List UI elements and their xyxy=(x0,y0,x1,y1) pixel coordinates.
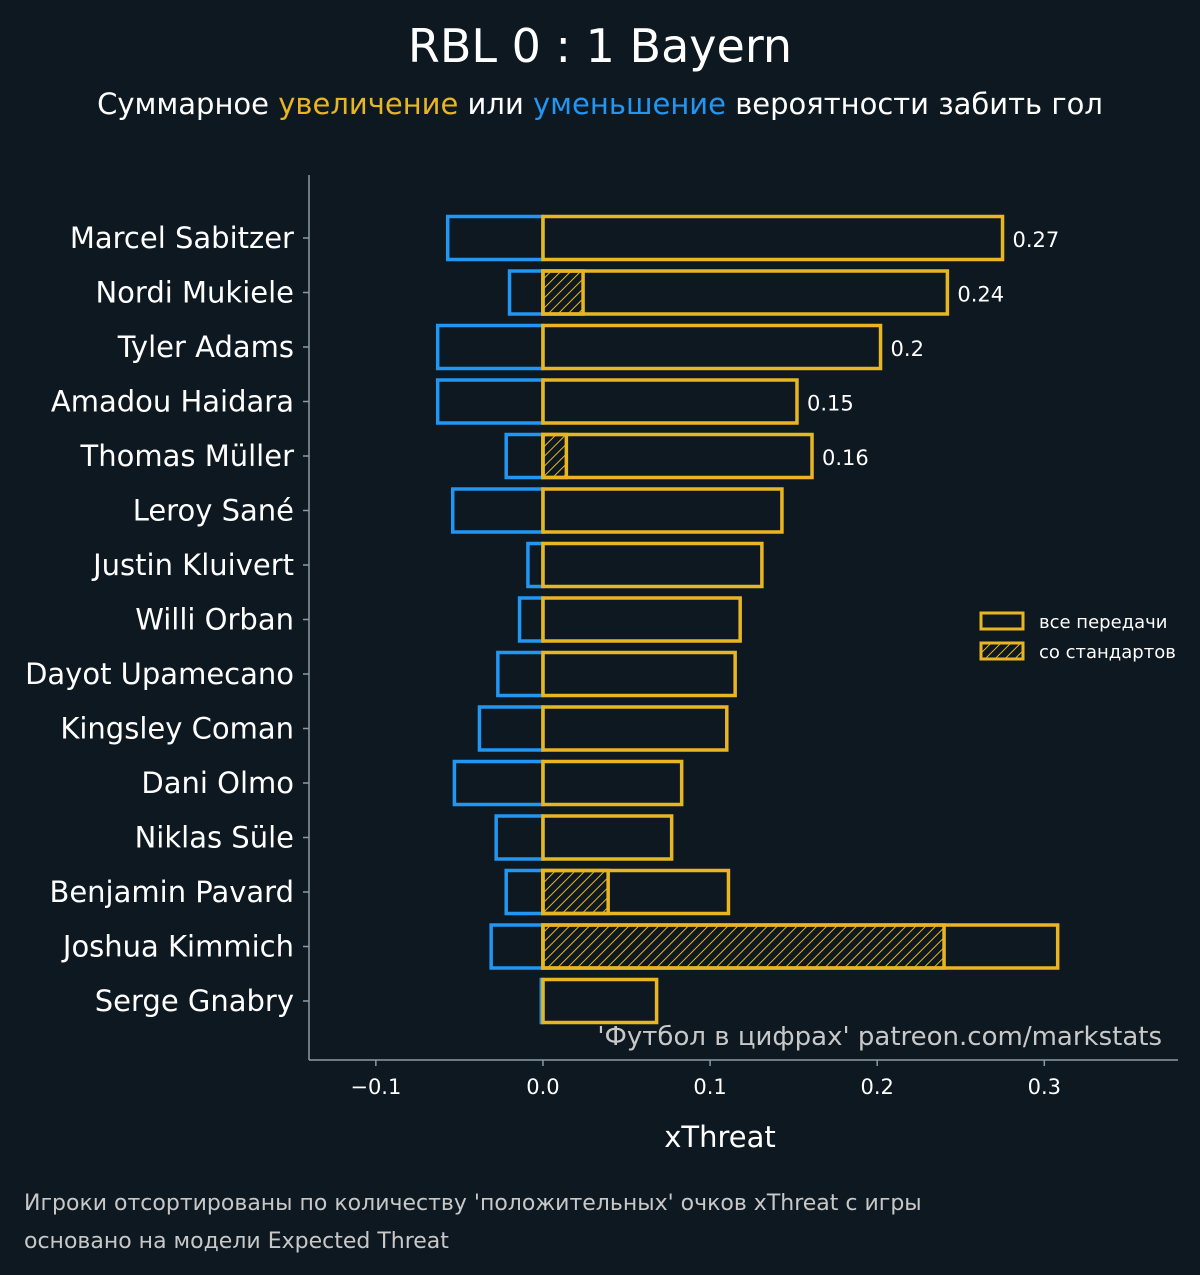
bar-value-label: 0.27 xyxy=(1013,228,1060,252)
bar-value-label: 0.2 xyxy=(891,337,924,361)
player-label: Thomas Müller xyxy=(80,439,295,473)
legend-swatch-set-pieces xyxy=(979,641,1025,661)
subtitle-part3: вероятности забить гол xyxy=(726,87,1103,121)
bar-positive xyxy=(541,432,814,480)
bar-positive xyxy=(541,977,659,1025)
bar-negative xyxy=(504,868,545,916)
player-label: Justin Kluivert xyxy=(91,548,294,582)
axes: −0.1 0.0 0.1 0.2 0.3 xyxy=(303,175,1178,1099)
bar-value-label: 0.16 xyxy=(822,446,869,470)
player-label: Joshua Kimmich xyxy=(61,930,294,964)
bar-positive xyxy=(541,923,1060,970)
bar-positive xyxy=(541,705,729,752)
bar-value-label: 0.15 xyxy=(807,392,854,416)
player-label: Leroy Sané xyxy=(133,494,294,528)
bar-set-pieces xyxy=(541,868,610,916)
player-label: Dani Olmo xyxy=(141,766,294,800)
player-label: Kingsley Coman xyxy=(60,712,294,746)
bar-negative xyxy=(489,923,545,970)
bar-set-pieces xyxy=(541,269,585,316)
bar-negative xyxy=(452,759,545,807)
bar-negative xyxy=(445,214,545,262)
x-tick-label: 0.3 xyxy=(1028,1075,1061,1099)
watermark: 'Футбол в цифрах' patreon.com/markstats xyxy=(597,1022,1162,1052)
bar-negative xyxy=(494,814,545,861)
bar-set-pieces xyxy=(541,432,569,480)
player-label: Marcel Sabitzer xyxy=(70,221,294,255)
bar-positive xyxy=(541,650,737,698)
subtitle-increase: увеличение xyxy=(278,87,458,121)
player-labels: Marcel Sabitzer Nordi Mukiele Tyler Adams A… xyxy=(25,221,294,1018)
footnote-line1: Игроки отсортированы по количеству 'поло… xyxy=(24,1191,922,1216)
footnote-line2: основано на модели Expected Threat xyxy=(24,1229,449,1254)
bar-negative xyxy=(526,541,545,589)
bar-negative xyxy=(477,705,545,752)
bar-positive xyxy=(541,541,764,589)
x-tick-label: 0.1 xyxy=(693,1075,726,1099)
bar-positive xyxy=(541,214,1005,262)
bar-positive xyxy=(541,323,883,371)
player-label: Benjamin Pavard xyxy=(49,875,294,909)
bar-positive xyxy=(541,596,742,643)
player-label: Tyler Adams xyxy=(117,330,294,364)
legend: все передачи со стандартов xyxy=(979,611,1176,663)
chart-title: RBL 0 : 1 Bayern xyxy=(408,19,792,73)
bar-positive xyxy=(541,378,799,425)
player-label: Amadou Haidara xyxy=(51,385,294,419)
bar-negative xyxy=(450,487,545,534)
legend-label-set-pieces: со стандартов xyxy=(1039,642,1176,663)
bar-negative xyxy=(435,323,545,371)
bars: 0.27 0.24 0.2 0.15 0.16 xyxy=(435,214,1060,1025)
subtitle-decrease: уменьшение xyxy=(533,87,726,121)
player-label: Nordi Mukiele xyxy=(95,276,294,310)
bar-negative xyxy=(507,269,545,316)
subtitle-part1: Суммарное xyxy=(97,87,278,121)
x-tick-label: −0.1 xyxy=(350,1075,401,1099)
bar-value-label: 0.24 xyxy=(957,283,1004,307)
subtitle-part2: или xyxy=(458,87,533,121)
bar-negative xyxy=(504,432,545,480)
player-label: Willi Orban xyxy=(135,603,294,637)
legend-swatch-all-passes xyxy=(979,611,1025,631)
bar-negative xyxy=(517,596,545,643)
bar-positive xyxy=(541,269,950,316)
bar-positive xyxy=(541,814,674,861)
bar-positive xyxy=(541,759,684,807)
player-label: Serge Gnabry xyxy=(95,984,294,1018)
bar-positive xyxy=(541,487,784,534)
x-axis-label: xThreat xyxy=(664,1120,776,1154)
x-tick-label: 0.2 xyxy=(860,1075,893,1099)
bar-positive xyxy=(541,868,731,916)
bar-negative xyxy=(496,650,545,698)
x-tick-label: 0.0 xyxy=(526,1075,559,1099)
player-label: Niklas Süle xyxy=(135,821,294,855)
bar-negative xyxy=(435,378,545,425)
player-label: Dayot Upamecano xyxy=(25,657,294,691)
legend-label-all-passes: все передачи xyxy=(1039,612,1167,633)
bar-set-pieces xyxy=(541,923,946,970)
chart-subtitle: Суммарное увеличение или уменьшение веро… xyxy=(97,87,1103,121)
